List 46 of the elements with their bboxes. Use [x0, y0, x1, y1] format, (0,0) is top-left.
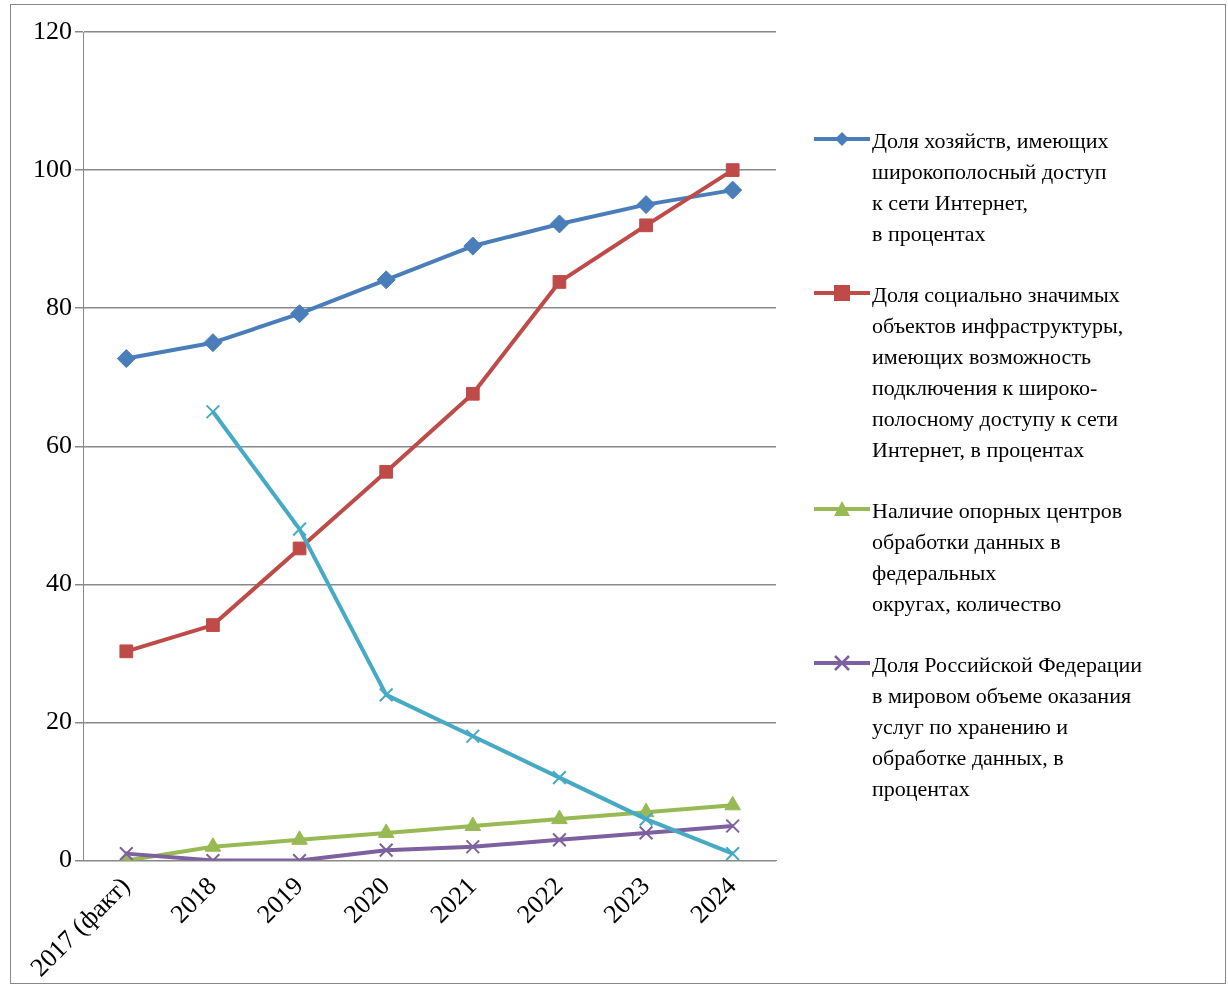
point [723, 180, 743, 200]
point [206, 618, 220, 632]
point [724, 795, 741, 811]
point [464, 816, 482, 832]
point [465, 728, 481, 744]
point [465, 839, 481, 855]
point [291, 830, 308, 845]
point [292, 541, 307, 556]
point [292, 521, 307, 537]
point [552, 832, 567, 848]
point [205, 404, 221, 420]
point [204, 837, 222, 852]
point [290, 304, 310, 324]
y-tick-label: 100 [33, 153, 72, 183]
legend-label: Доля социально значимых объектов инфраструктуры, имеющих возможность подключения к широко- полосному доступу к сети Интернет, в процентах [872, 281, 1124, 464]
point [552, 770, 567, 786]
point [552, 275, 567, 289]
point [639, 218, 653, 233]
point [119, 644, 134, 659]
y-tick-label: 20 [46, 706, 72, 736]
point [376, 270, 396, 290]
point [118, 846, 134, 861]
point [463, 236, 483, 256]
point [551, 809, 568, 825]
point [725, 163, 740, 177]
point [203, 333, 223, 353]
point [638, 811, 654, 827]
legend-label: Доля Российской Федерации в мировом объеме оказания услуг по хранению и обработке данных, в процентах [872, 651, 1143, 803]
point [636, 195, 656, 215]
y-tick-label: 60 [46, 430, 72, 460]
y-tick-label: 40 [46, 568, 72, 598]
point [378, 687, 394, 703]
point [549, 214, 569, 234]
point [725, 846, 741, 861]
point [465, 386, 480, 401]
point [379, 464, 394, 479]
point [377, 823, 395, 838]
legend-label: Доля хозяйств, имеющих широкополосный доступ к сети Интернет, в процентах [872, 127, 1109, 248]
y-tick-label: 80 [46, 292, 72, 322]
legend-label: Наличие опорных центров обработки данных в федеральных округах, количество [872, 497, 1123, 618]
y-tick-label: 0 [59, 844, 72, 874]
y-tick-label: 120 [33, 15, 72, 45]
point [638, 825, 654, 841]
point [116, 349, 136, 369]
point [725, 818, 741, 834]
point [378, 842, 394, 858]
